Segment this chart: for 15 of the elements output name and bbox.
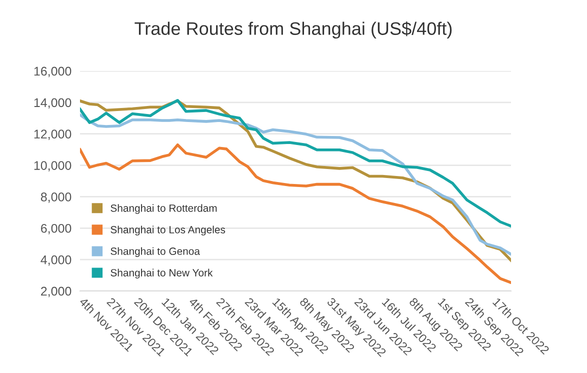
- y-tick-label: 16,000: [34, 66, 72, 78]
- legend-label: Shanghai to Los Angeles: [110, 226, 226, 236]
- y-tick-label: 2,000: [41, 286, 72, 298]
- line-series: [80, 143, 511, 284]
- chart-title: Trade Routes from Shanghai (US$/40ft): [134, 21, 452, 39]
- y-tick-label: 8,000: [40, 192, 72, 203]
- legend-label: Shanghai to Rotterdam: [110, 204, 217, 214]
- y-tick-label: 4,000: [40, 255, 72, 266]
- legend-label: Shanghai to New York: [110, 268, 213, 278]
- y-tick-label: 12,000: [34, 130, 72, 140]
- legend-label: Shanghai to Genoa: [110, 247, 200, 257]
- y-tick-label: 10,000: [34, 161, 72, 172]
- y-tick-label: 6,000: [41, 224, 72, 234]
- line-series: [80, 98, 511, 228]
- y-tick-label: 14,000: [34, 98, 72, 109]
